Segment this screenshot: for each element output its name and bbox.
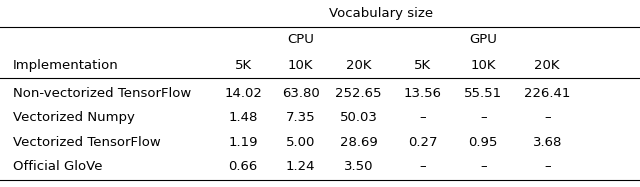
Text: 5K: 5K	[414, 59, 431, 72]
Text: 1.48: 1.48	[228, 111, 258, 124]
Text: Official GloVe: Official GloVe	[13, 160, 102, 173]
Text: CPU: CPU	[287, 33, 314, 46]
Text: –: –	[480, 160, 486, 173]
Text: 20K: 20K	[346, 59, 371, 72]
Text: 1.24: 1.24	[286, 160, 316, 173]
Text: 7.35: 7.35	[286, 111, 316, 124]
Text: 28.69: 28.69	[340, 136, 377, 149]
Text: 252.65: 252.65	[335, 87, 381, 100]
Text: 10K: 10K	[470, 59, 496, 72]
Text: –: –	[544, 160, 550, 173]
Text: 1.19: 1.19	[228, 136, 258, 149]
Text: Vocabulary size: Vocabulary size	[329, 7, 433, 20]
Text: Implementation: Implementation	[13, 59, 118, 72]
Text: 226.41: 226.41	[524, 87, 570, 100]
Text: 3.50: 3.50	[344, 160, 373, 173]
Text: Vectorized Numpy: Vectorized Numpy	[13, 111, 134, 124]
Text: 20K: 20K	[534, 59, 560, 72]
Text: –: –	[544, 111, 550, 124]
Text: –: –	[480, 111, 486, 124]
Text: 55.51: 55.51	[464, 87, 502, 100]
Text: 63.80: 63.80	[282, 87, 319, 100]
Text: Non-vectorized TensorFlow: Non-vectorized TensorFlow	[13, 87, 191, 100]
Text: 3.68: 3.68	[532, 136, 562, 149]
Text: 50.03: 50.03	[339, 111, 378, 124]
Text: –: –	[419, 111, 426, 124]
Text: 0.27: 0.27	[408, 136, 437, 149]
Text: 5.00: 5.00	[286, 136, 316, 149]
Text: 5K: 5K	[235, 59, 252, 72]
Text: 0.95: 0.95	[468, 136, 498, 149]
Text: Vectorized TensorFlow: Vectorized TensorFlow	[13, 136, 161, 149]
Text: 14.02: 14.02	[224, 87, 262, 100]
Text: 0.66: 0.66	[228, 160, 258, 173]
Text: –: –	[419, 160, 426, 173]
Text: 13.56: 13.56	[403, 87, 442, 100]
Text: 10K: 10K	[288, 59, 314, 72]
Text: GPU: GPU	[469, 33, 497, 46]
